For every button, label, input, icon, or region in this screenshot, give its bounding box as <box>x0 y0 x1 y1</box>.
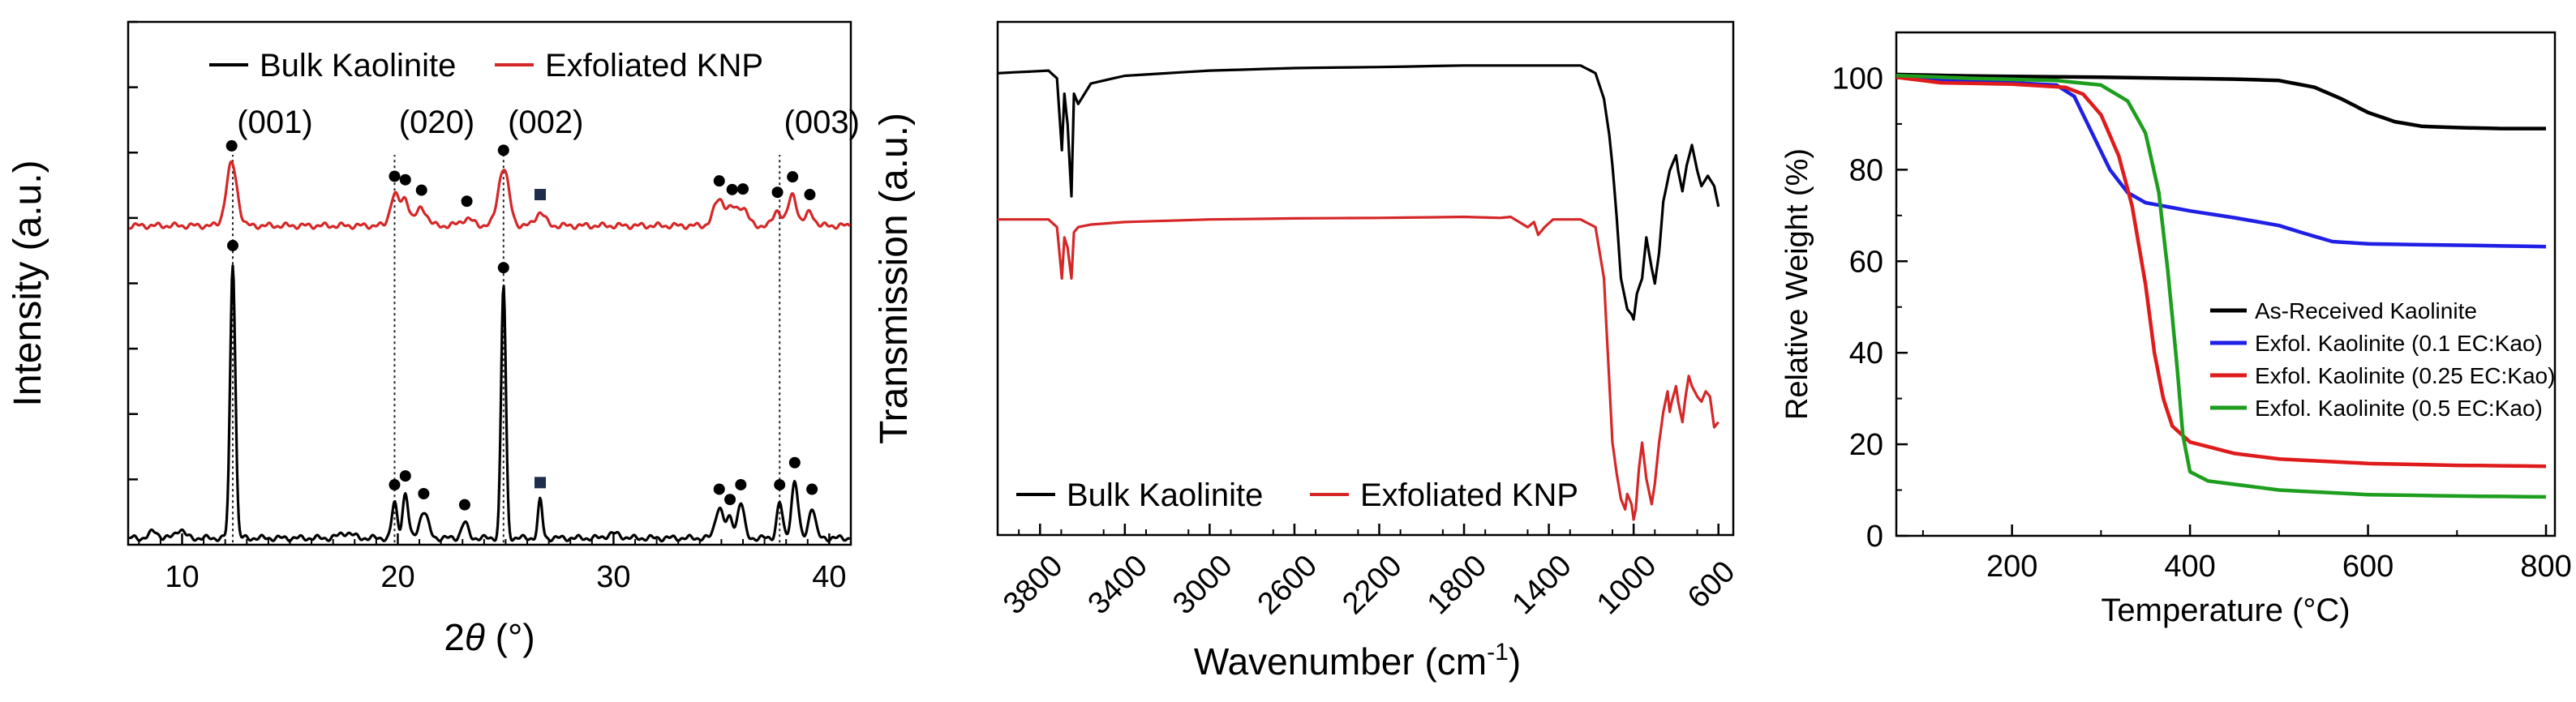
xrd-x-axis-title: 2θ (°) <box>444 616 535 658</box>
ftir-x-axis-title-superscript: -1 <box>1487 639 1509 666</box>
tga-legend-label: Exfol. Kaolinite (0.25 EC:Kao) <box>2255 363 2555 388</box>
xrd-x-tick-label: 20 <box>380 560 414 594</box>
ftir-x-tick-label: 600 <box>1681 554 1742 615</box>
ftir-x-tick-label: 1400 <box>1505 549 1578 621</box>
xrd-peak-marker-dot <box>774 479 786 491</box>
ftir-x-tick-label: 3000 <box>1166 549 1239 621</box>
ftir-x-axis-title-main: Wavenumber (cm <box>1194 640 1487 683</box>
xrd-peak-marker-dot <box>399 173 411 186</box>
tga-y-tick-label: 20 <box>1849 428 1883 462</box>
tga-y-tick-label: 40 <box>1849 336 1883 370</box>
tga-x-tick-label: 200 <box>1986 550 2037 584</box>
tga-y-tick-label: 80 <box>1849 153 1883 187</box>
xrd-peak-marker-dot <box>724 494 736 506</box>
xrd-x-tick-label: 10 <box>165 560 199 594</box>
tga-y-tick-label: 60 <box>1849 245 1883 279</box>
xrd-series-line-exfoliated-knp <box>128 160 851 230</box>
xrd-peak-marker-dot <box>418 488 430 500</box>
xrd-peak-marker-dot <box>461 195 473 208</box>
xrd-peak-marker-dot <box>806 483 818 495</box>
xrd-peak-marker-dot <box>771 186 784 199</box>
tga-series-line-exfol-kaolinite-0-1 <box>1896 75 2547 249</box>
xrd-peak-marker-dot <box>399 470 411 482</box>
ftir-panel: 3800 3400 3000 2600 2200 1800 1400 1000 600 Waven… <box>873 20 1742 683</box>
tga-series-line-exfol-kaolinite-0-25 <box>1896 75 2547 469</box>
tga-series-line-exfol-kaolinite-0-5 <box>1896 73 2547 499</box>
xrd-series-line-bulk-kaolinite <box>128 264 851 543</box>
xrd-reflection-label: (003) <box>784 105 860 140</box>
xrd-x-axis-title-symbol: θ <box>465 616 485 658</box>
ftir-x-tick-label: 2200 <box>1336 549 1408 621</box>
tga-x-tick-label: 600 <box>2342 550 2394 584</box>
xrd-x-axis-title-unit: (°) <box>485 616 535 658</box>
tga-panel: 200 400 600 800 0 20 40 60 80 100 Temperature (°C)… <box>1780 31 2572 628</box>
ftir-legend-label: Bulk Kaolinite <box>1067 477 1263 513</box>
xrd-peak-marker-square <box>535 477 547 489</box>
xrd-x-tick-label: 30 <box>596 560 630 594</box>
ftir-x-tick-label: 3800 <box>997 549 1069 621</box>
ftir-x-axis-title-close: ) <box>1509 640 1521 683</box>
xrd-x-tick-label: 40 <box>812 560 846 594</box>
xrd-peak-marker-dot <box>226 239 238 251</box>
xrd-peak-marker-dot <box>389 170 401 182</box>
tga-legend-label: Exfol. Kaolinite (0.5 EC:Kao) <box>2255 396 2543 421</box>
ftir-series-line-exfoliated-knp <box>998 215 1719 521</box>
xrd-peak-marker-dot <box>735 478 747 490</box>
xrd-peak-marker-dot <box>804 189 816 201</box>
xrd-peak-marker-dot <box>787 171 799 183</box>
tga-y-tick-label: 100 <box>1832 62 1883 96</box>
ftir-y-axis-title: Transmission (a.u.) <box>873 113 916 444</box>
ftir-x-tick-label: 2600 <box>1252 549 1324 621</box>
ftir-x-tick-label: 1000 <box>1591 549 1663 621</box>
xrd-peak-marker-dot <box>389 479 401 491</box>
xrd-legend: Bulk Kaolinite Exfoliated KNP <box>209 48 763 83</box>
xrd-peak-marker-square <box>535 189 547 201</box>
xrd-y-axis-title: Intensity (a.u.) <box>6 160 49 406</box>
xrd-peak-marker-dot <box>713 483 725 495</box>
ftir-x-tick-label: 3400 <box>1082 549 1154 621</box>
ftir-x-tick-label: 1800 <box>1421 549 1493 621</box>
xrd-peak-marker-dot <box>497 144 509 156</box>
ftir-legend: Bulk Kaolinite Exfoliated KNP <box>1016 477 1578 513</box>
tga-y-tick-label: 0 <box>1866 520 1883 554</box>
xrd-peak-marker-dot <box>225 139 238 152</box>
xrd-reflection-label: (020) <box>399 105 474 140</box>
tga-x-axis-title: Temperature (°C) <box>2101 593 2350 628</box>
tga-x-tick-label: 800 <box>2520 550 2571 584</box>
xrd-peak-marker-dot <box>497 262 509 274</box>
xrd-legend-label: Exfoliated KNP <box>545 48 763 83</box>
xrd-peak-marker-dot <box>713 175 725 187</box>
xrd-peak-marker-dot <box>788 456 801 469</box>
xrd-panel: 10 20 30 40 2θ (°) Intensity (a.u.) (001) (020)… <box>6 20 860 658</box>
xrd-peak-marker-dot <box>726 183 738 195</box>
xrd-x-axis-title-main: 2 <box>444 616 465 658</box>
tga-x-tick-label: 400 <box>2164 550 2215 584</box>
xrd-reflection-label: (001) <box>237 105 312 140</box>
ftir-x-axis-title: Wavenumber (cm-1) <box>1194 639 1521 683</box>
xrd-peak-marker-dot <box>415 184 427 196</box>
xrd-reflection-label: (002) <box>508 105 583 140</box>
xrd-peak-marker-dot <box>458 499 470 511</box>
tga-y-axis-title: Relative Weight (%) <box>1780 148 1814 420</box>
tga-legend-label: As-Received Kaolinite <box>2255 298 2477 323</box>
tga-series-line-as-received-kaolinite <box>1896 72 2546 131</box>
ftir-plot-frame <box>996 20 1735 537</box>
xrd-peak-marker-dot <box>737 183 749 195</box>
tga-plot-frame <box>1895 31 2557 537</box>
tga-legend: As-Received Kaolinite Exfol. Kaolinite (0… <box>2210 298 2555 421</box>
ftir-series-line-bulk-kaolinite <box>997 64 1720 321</box>
ftir-legend-label: Exfoliated KNP <box>1360 477 1578 513</box>
tga-legend-label: Exfol. Kaolinite (0.1 EC:Kao) <box>2255 331 2543 356</box>
xrd-legend-label: Bulk Kaolinite <box>260 48 456 83</box>
